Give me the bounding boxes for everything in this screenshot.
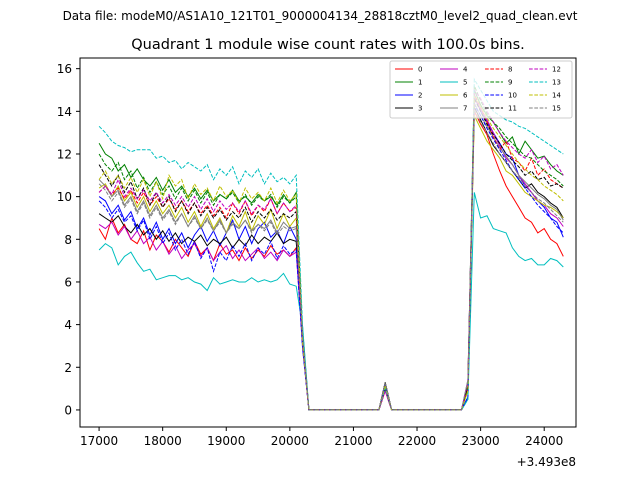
legend-label-13: 13	[552, 79, 561, 87]
y-tick-label: 16	[57, 62, 72, 76]
chart-title: Quadrant 1 module wise count rates with …	[131, 37, 525, 53]
x-axis: 17000 18000 19000 20000 21000 22000 23000 24000	[80, 427, 563, 448]
series-line-15	[98, 108, 564, 411]
suptitle: Data file: modeM0/AS1A10_121T01_90000041…	[63, 9, 578, 23]
y-tick-label: 4	[64, 318, 72, 332]
legend-label-3: 3	[418, 105, 422, 113]
x-tick-label: 19000	[207, 434, 245, 448]
y-tick-label: 2	[64, 361, 72, 375]
x-tick-label: 23000	[462, 434, 500, 448]
y-tick-label: 0	[64, 403, 72, 417]
legend-label-10: 10	[508, 92, 517, 100]
legend-label-9: 9	[508, 79, 512, 87]
x-tick-label: 17000	[80, 434, 118, 448]
axes-frame	[79, 57, 577, 428]
legend-label-2: 2	[418, 92, 422, 100]
x-tick-label: 18000	[144, 434, 182, 448]
legend-label-5: 5	[463, 79, 467, 87]
legend-box	[389, 60, 573, 119]
series-line-8	[98, 94, 564, 411]
y-tick-label: 8	[64, 233, 72, 247]
legend-label-7: 7	[463, 105, 467, 113]
y-axis: 0 2 4 6 8 10 12 14 16	[57, 62, 80, 417]
y-tick-label: 12	[57, 147, 72, 161]
legend-label-4: 4	[463, 66, 468, 74]
y-tick-label: 6	[64, 275, 72, 289]
legend-label-12: 12	[552, 66, 561, 74]
legend-label-0: 0	[418, 66, 422, 74]
y-tick-label: 14	[57, 105, 72, 119]
x-tick-label: 24000	[525, 434, 563, 448]
legend-label-8: 8	[508, 66, 512, 74]
legend-label-11: 11	[508, 105, 517, 113]
y-tick-label: 10	[57, 190, 72, 204]
x-tick-label: 21000	[334, 434, 372, 448]
legend-label-15: 15	[552, 105, 561, 113]
legend-label-6: 6	[463, 92, 468, 100]
x-offset-text: +3.493e8	[517, 455, 576, 469]
x-tick-label: 22000	[398, 434, 436, 448]
legend-label-1: 1	[418, 79, 422, 87]
legend-label-14: 14	[552, 92, 561, 100]
x-tick-label: 20000	[271, 434, 309, 448]
